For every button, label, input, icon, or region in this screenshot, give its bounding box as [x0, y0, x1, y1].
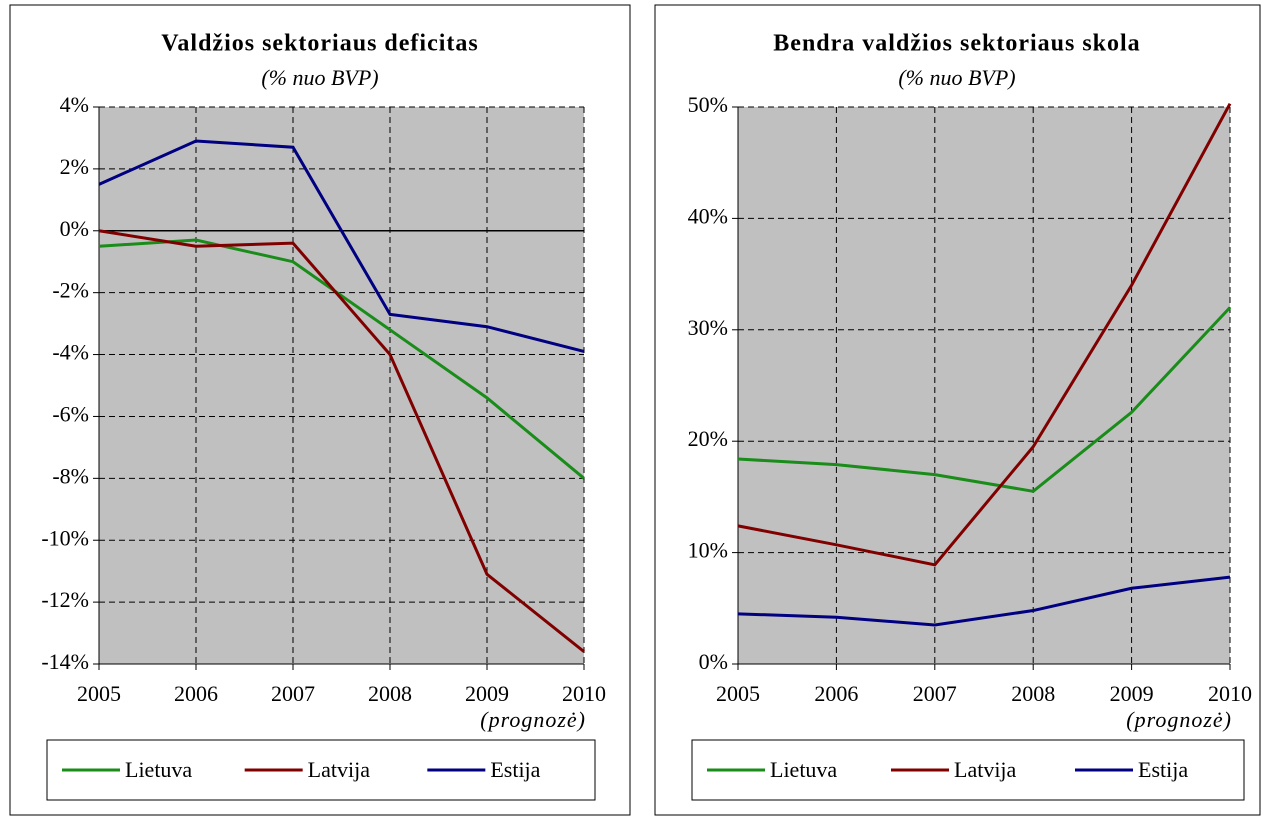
- legend-label: Lietuva: [770, 757, 837, 782]
- legend-label: Lietuva: [125, 757, 192, 782]
- series-line: [98, 139, 585, 353]
- y-tick-label: 20%: [688, 426, 728, 451]
- chart-subtitle: (% nuo BVP): [261, 65, 378, 90]
- x-tick-label: 2009: [1110, 681, 1154, 706]
- plot-area: [738, 107, 1230, 664]
- y-tick-label: 30%: [688, 315, 728, 340]
- y-tick-label: 0%: [699, 649, 728, 674]
- y-tick-label: 0%: [60, 216, 89, 241]
- x-tick-label: 2009: [465, 681, 509, 706]
- x-tick-label: 2005: [77, 681, 121, 706]
- legend-label: Estija: [1138, 757, 1188, 782]
- y-tick-label: -4%: [52, 340, 89, 365]
- plot-area: [99, 107, 584, 664]
- series-line: [98, 229, 585, 653]
- x-tick-label: 2006: [814, 681, 858, 706]
- chart-title: Bendra valdžios sektoriaus skola: [773, 31, 1140, 57]
- x-tick-label: 2007: [271, 681, 315, 706]
- y-tick-label: 10%: [688, 538, 728, 563]
- x-tick-label: 2006: [174, 681, 218, 706]
- y-tick-label: -8%: [52, 463, 89, 488]
- series-line: [737, 102, 1232, 567]
- x-tick-label: 2010: [562, 681, 606, 706]
- x-tick-label: 2008: [368, 681, 412, 706]
- series-line: [98, 238, 585, 480]
- legend: [46, 739, 596, 801]
- x-tick-label: 2005: [716, 681, 760, 706]
- x-tick-label: 2008: [1011, 681, 1055, 706]
- x-tick-label: 2010: [1208, 681, 1252, 706]
- y-tick-label: -14%: [41, 649, 89, 674]
- series-line: [737, 575, 1231, 627]
- y-tick-label: -12%: [41, 587, 89, 612]
- y-tick-label: 50%: [688, 92, 728, 117]
- x-annotation: (prognozė): [480, 707, 586, 732]
- legend-label: Latvija: [954, 757, 1017, 782]
- y-tick-label: 2%: [60, 154, 89, 179]
- chart-subtitle: (% nuo BVP): [898, 65, 1015, 90]
- legend-label: Estija: [490, 757, 540, 782]
- y-tick-label: 4%: [60, 92, 89, 117]
- y-tick-label: -6%: [52, 401, 89, 426]
- chart-title: Valdžios sektoriaus deficitas: [161, 31, 478, 57]
- y-tick-label: -2%: [52, 278, 89, 303]
- series-line: [737, 306, 1232, 493]
- x-tick-label: 2007: [913, 681, 957, 706]
- y-tick-label: 40%: [688, 203, 728, 228]
- legend: [691, 739, 1245, 801]
- x-annotation: (prognozė): [1126, 707, 1232, 732]
- legend-label: Latvija: [308, 757, 371, 782]
- y-tick-label: -10%: [41, 525, 89, 550]
